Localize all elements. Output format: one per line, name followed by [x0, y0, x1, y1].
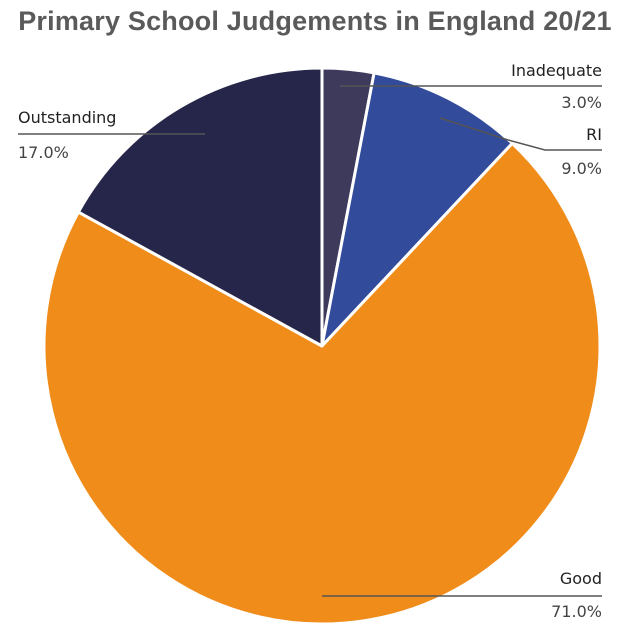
pie-slice-ri	[320, 71, 514, 348]
slice-value-outstanding: 17.0%	[18, 143, 69, 162]
leader-lines	[18, 85, 602, 597]
slice-label-inadequate: Inadequate	[511, 61, 602, 80]
slice-value-ri: 9.0%	[561, 159, 602, 178]
pie-slices	[42, 66, 602, 626]
leader-line-ri	[439, 117, 602, 151]
slice-labels: Inadequate 3.0% RI 9.0% Good 71.0% Outstanding…	[18, 61, 602, 621]
slice-label-outstanding: Outstanding	[18, 108, 116, 127]
slice-label-good: Good	[560, 569, 602, 588]
chart-title: Primary School Judgements in England 20/…	[18, 6, 612, 36]
slice-value-inadequate: 3.0%	[561, 93, 602, 112]
pie-slice-outstanding	[76, 66, 324, 348]
slice-value-good: 71.0%	[551, 602, 602, 621]
pie-slice-good	[42, 141, 602, 626]
slice-label-ri: RI	[586, 125, 602, 144]
